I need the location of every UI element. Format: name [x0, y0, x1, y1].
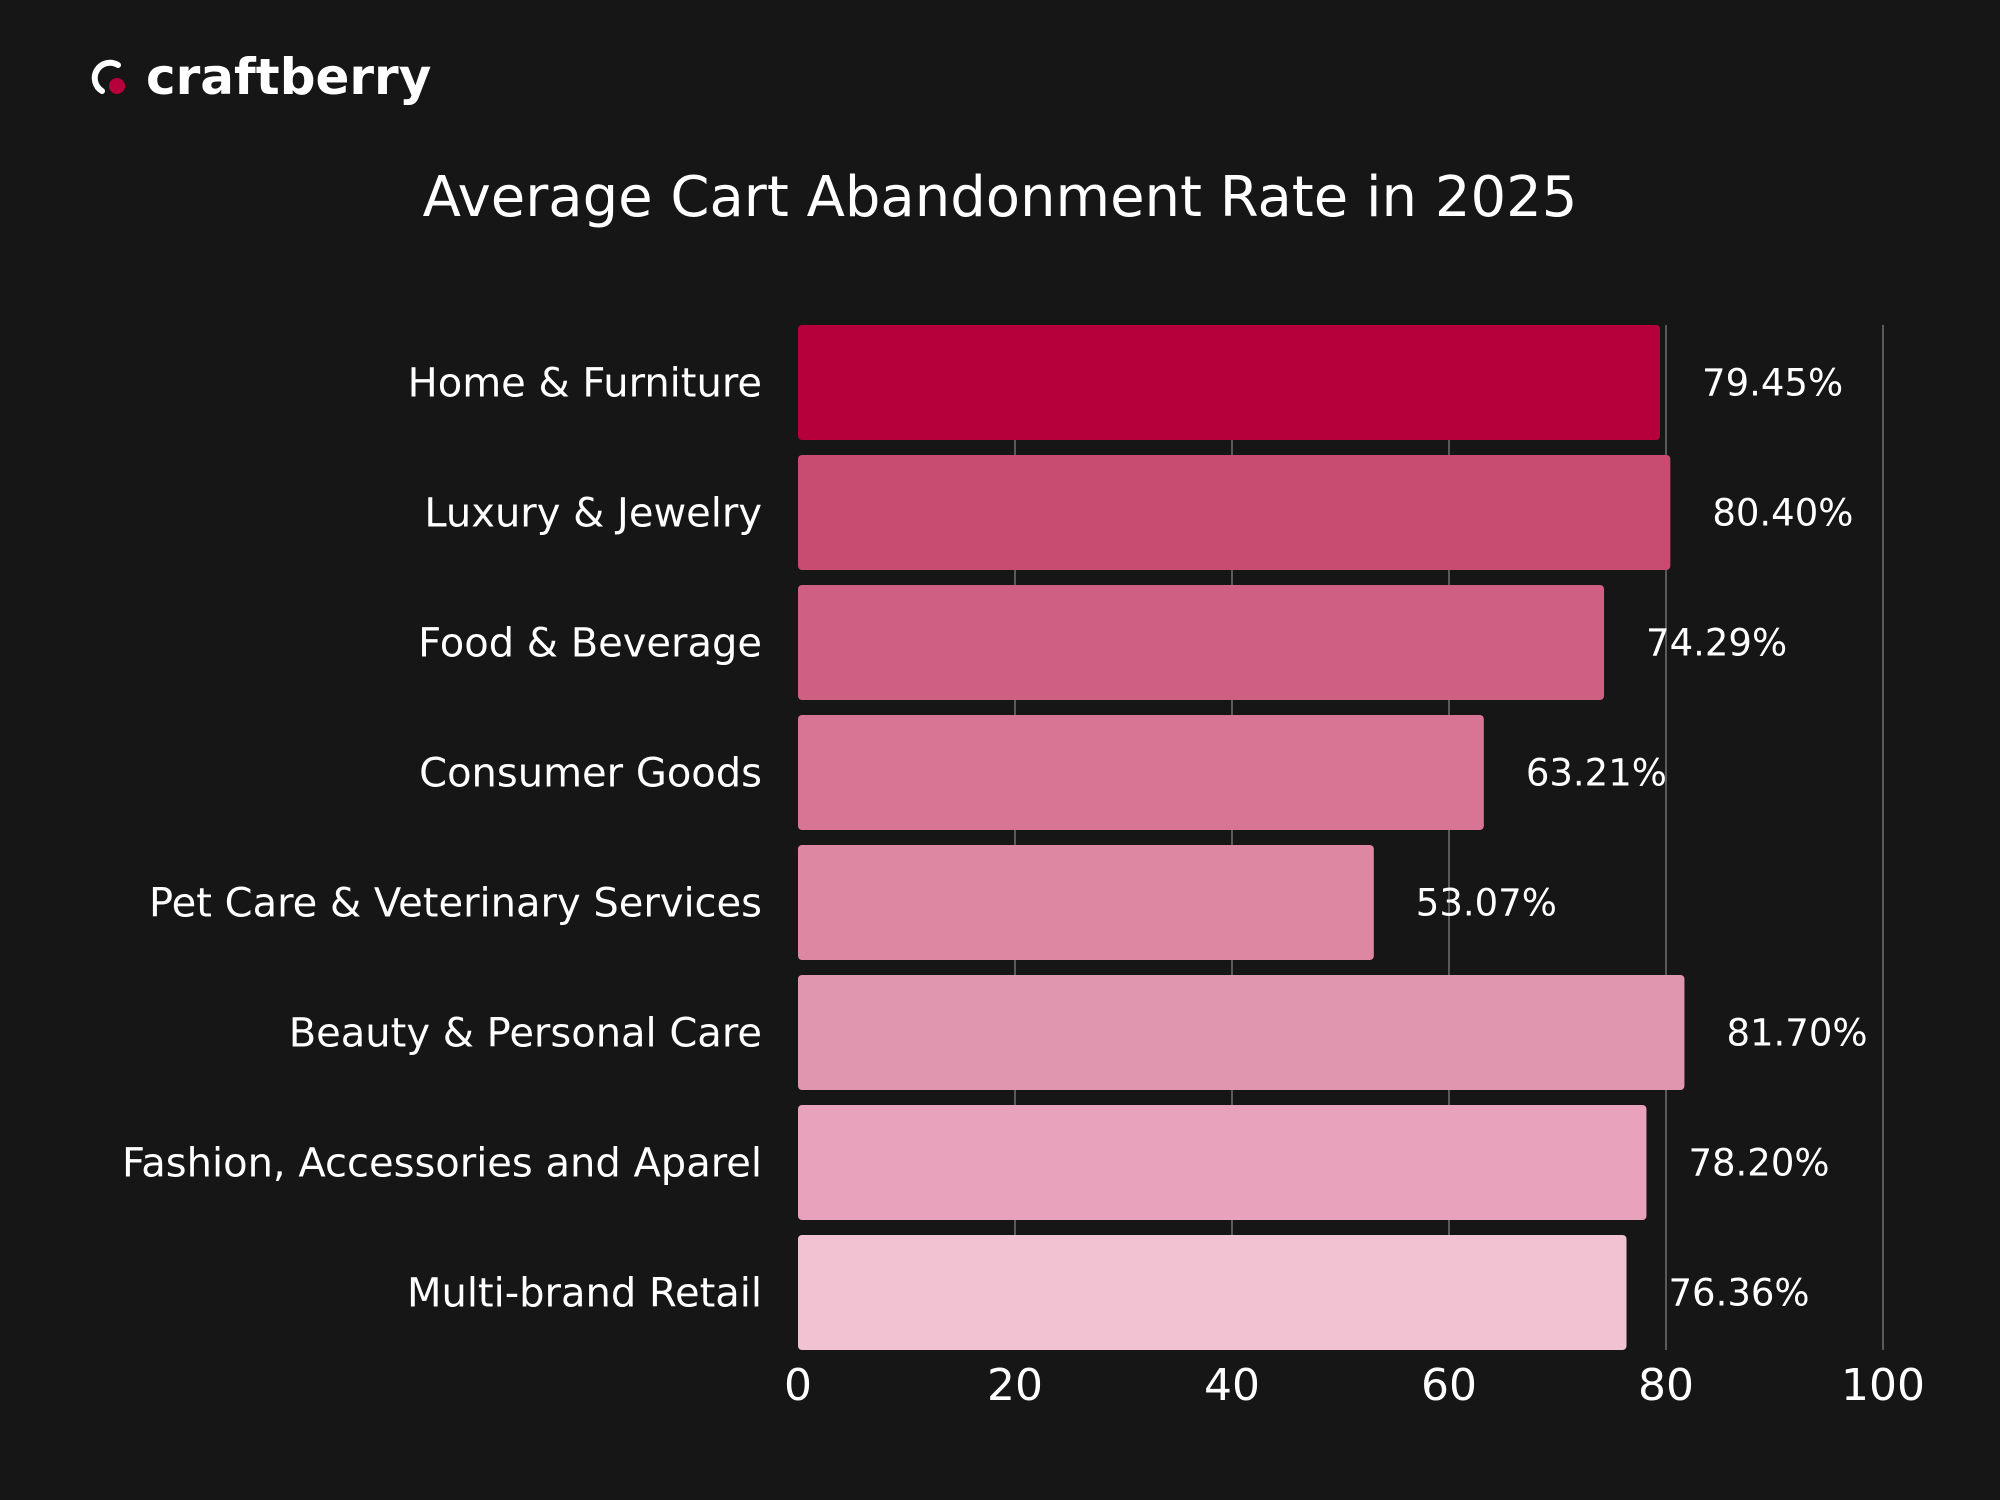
data-label: 80.40% [1712, 492, 1853, 535]
data-label: 63.21% [1526, 752, 1667, 795]
x-tick-label: 0 [784, 1360, 812, 1411]
data-label: 78.20% [1688, 1142, 1829, 1185]
bar [798, 975, 1685, 1090]
data-label: 76.36% [1669, 1272, 1810, 1315]
category-label: Multi-brand Retail [407, 1271, 762, 1317]
bar [798, 325, 1661, 440]
category-label: Food & Beverage [418, 621, 762, 667]
x-tick-label: 80 [1638, 1360, 1694, 1411]
data-label: 53.07% [1416, 882, 1557, 925]
x-tick-label: 20 [987, 1360, 1043, 1411]
x-tick-label: 100 [1841, 1360, 1925, 1411]
bar [798, 715, 1484, 830]
bar [798, 845, 1374, 960]
category-label: Beauty & Personal Care [289, 1011, 762, 1057]
data-label: 79.45% [1702, 362, 1843, 405]
bar [798, 585, 1605, 700]
category-label: Pet Care & Veterinary Services [149, 881, 762, 927]
x-tick-label: 40 [1204, 1360, 1260, 1411]
category-label: Luxury & Jewelry [424, 491, 762, 537]
brand-name: craftberry [146, 48, 432, 106]
brand-logo: craftberry [88, 48, 431, 106]
logo-icon [91, 59, 125, 94]
category-label: Consumer Goods [419, 751, 762, 797]
bar [798, 455, 1671, 570]
bar [798, 1235, 1627, 1350]
x-tick-label: 60 [1421, 1360, 1477, 1411]
category-label: Home & Furniture [408, 361, 762, 407]
category-label: Fashion, Accessories and Aparel [122, 1141, 762, 1187]
bar [798, 1105, 1647, 1220]
chart-title: Average Cart Abandonment Rate in 2025 [422, 165, 1578, 230]
data-label: 81.70% [1726, 1012, 1867, 1055]
data-label: 74.29% [1646, 622, 1787, 665]
